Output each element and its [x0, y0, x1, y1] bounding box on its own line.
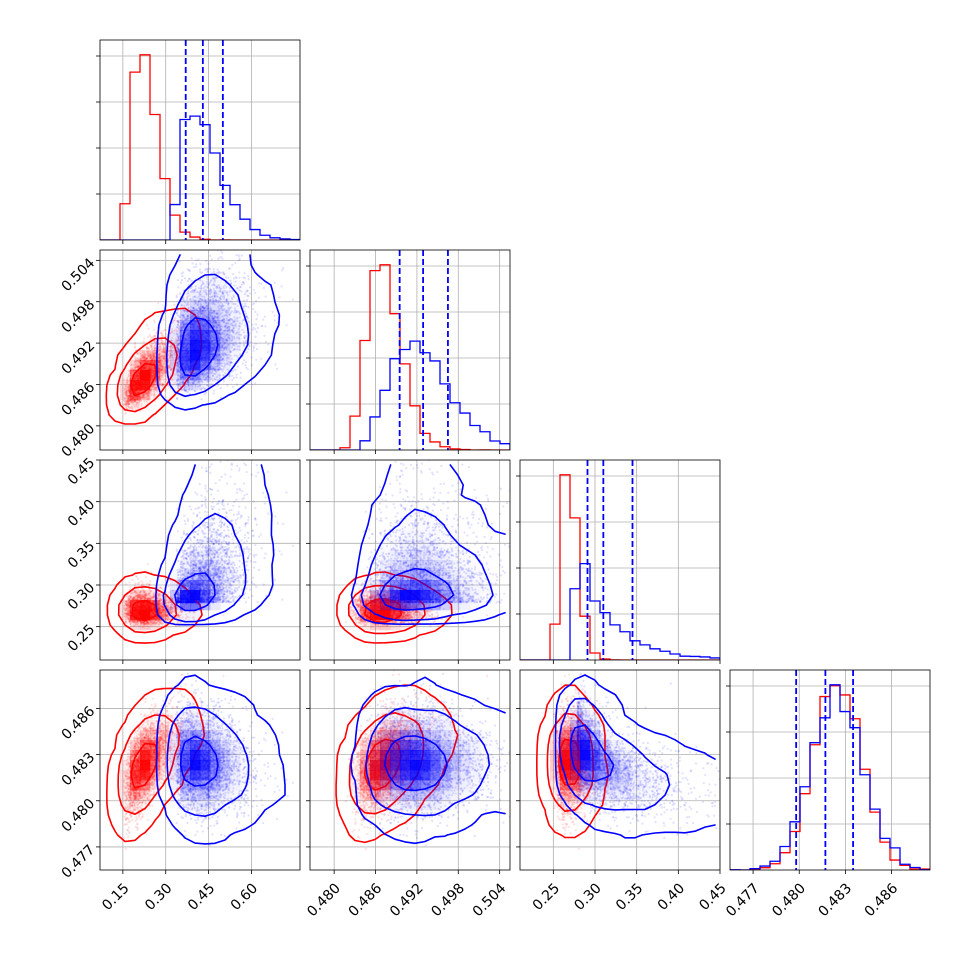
panel-0-2: 0.250.300.350.400.45: [65, 455, 301, 664]
y-tick-label: 0.480: [59, 796, 99, 836]
x-tick-label: 0.15: [99, 880, 132, 913]
y-tick-label: 0.480: [59, 421, 99, 461]
panel-1-2: [306, 459, 511, 664]
contours-series-1: [155, 464, 275, 626]
panel-0-0: [96, 39, 301, 244]
y-tick-label: 0.486: [59, 703, 99, 743]
density-series-1: [560, 710, 651, 801]
x-tick-label: 0.30: [571, 880, 604, 913]
panel-frame: [99, 249, 301, 451]
contours-series-1: [350, 676, 506, 845]
density-series-1: [370, 710, 481, 811]
histogram-series-1: [310, 340, 510, 450]
density-series-1: [170, 280, 241, 391]
density-series-1: [370, 540, 481, 621]
panel-1-1: [306, 249, 511, 454]
histogram-series-1: [730, 684, 930, 870]
histogram-series-0: [520, 474, 720, 660]
y-tick-label: 0.30: [65, 580, 98, 613]
contours-series-0: [335, 684, 459, 844]
panel-0-3: 0.477 0.480 0.483 0.486 0.15 0.30 0.45 0.60: [59, 669, 301, 914]
panel-3-3: 0.477 0.480 0.483 0.486: [723, 669, 931, 920]
contours-series-0: [106, 687, 206, 843]
panel-2-2: [516, 459, 721, 664]
panel-frame: [309, 669, 511, 871]
density-series-0: [120, 340, 171, 411]
histogram-series-1: [100, 115, 300, 240]
x-tick-label: 0.486: [862, 880, 902, 920]
x-tick-label: 0.483: [815, 880, 855, 920]
histogram-series-0: [100, 54, 300, 240]
contours-series-1: [554, 674, 716, 839]
y-tick-label: 0.504: [59, 255, 99, 295]
contours-series-1: [350, 464, 506, 625]
y-tick-label: 0.25: [65, 622, 98, 655]
grid-lines: [520, 460, 720, 660]
x-tick-label: 0.498: [428, 880, 468, 920]
grid-lines: [100, 460, 300, 660]
panel-frame: [729, 669, 931, 871]
density-series-0: [120, 720, 171, 811]
y-tick-label: 0.486: [59, 379, 99, 419]
x-tick-label: 0.35: [613, 880, 646, 913]
x-tick-label: 0.477: [723, 880, 763, 920]
x-tick-label: 0.40: [655, 880, 688, 913]
grid-lines: [310, 460, 510, 660]
density-series-1: [170, 550, 231, 621]
x-tick-label: 0.60: [228, 880, 261, 913]
panel-2-3: 0.25 0.30 0.35 0.40 0.45: [516, 669, 730, 914]
x-tick-label: 0.486: [346, 880, 386, 920]
x-tick-label: 0.25: [530, 880, 563, 913]
y-tick-label: 0.40: [65, 497, 98, 530]
x-tick-label: 0.492: [387, 880, 427, 920]
panel-frame: [309, 459, 511, 661]
contours-series-1: [155, 674, 286, 845]
histogram-series-1: [520, 562, 720, 660]
panel-frame: [309, 249, 511, 451]
panel-frame: [519, 669, 721, 871]
panel-frame: [99, 669, 301, 871]
x-tick-label: 0.30: [142, 880, 175, 913]
panel-frame: [99, 459, 301, 661]
grid-lines: [100, 40, 300, 240]
panel-frame: [519, 459, 721, 661]
grid-lines: [520, 670, 720, 870]
x-tick-label: 0.480: [769, 880, 809, 920]
y-tick-label: 0.492: [59, 338, 99, 378]
y-tick-label: 0.498: [59, 297, 99, 337]
x-tick-label: 0.480: [304, 880, 344, 920]
contours-series-1: [156, 254, 281, 411]
y-tick-label: 0.35: [65, 538, 98, 571]
panel-1-3: 0.480 0.486 0.492 0.498 0.504: [304, 669, 511, 920]
y-tick-label: 0.477: [59, 842, 99, 882]
y-tick-label: 0.483: [59, 750, 99, 790]
histogram-series-0: [310, 264, 510, 450]
panel-frame: [99, 39, 301, 241]
x-tick-label: 0.45: [185, 880, 218, 913]
density-series-1: [170, 710, 241, 811]
x-tick-label: 0.504: [470, 880, 510, 920]
